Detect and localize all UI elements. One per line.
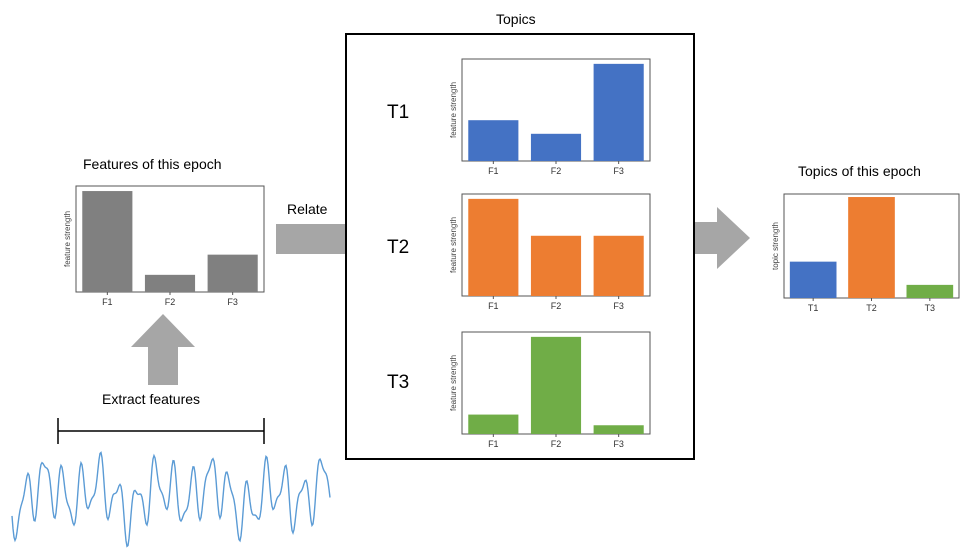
output-arrow bbox=[695, 207, 750, 269]
t2-tick-label-f3: F3 bbox=[613, 301, 624, 311]
t2-tick-label-f1: F1 bbox=[488, 301, 499, 311]
topics-tick-label-t1: T1 bbox=[808, 303, 819, 313]
topics-svg: T1 T2 T3 topic strength bbox=[771, 193, 960, 313]
topics-bar-t1 bbox=[789, 261, 837, 298]
t1-svg: F1 F2 F3 feature strength bbox=[449, 58, 651, 176]
topics-ylabel: topic strength bbox=[771, 222, 780, 270]
t3-tick-label-f3: F3 bbox=[613, 439, 624, 449]
t1-tick-label-f1: F1 bbox=[488, 166, 499, 176]
features-bar-f1 bbox=[82, 191, 133, 292]
t1-ylabel: feature strength bbox=[449, 82, 458, 138]
t3-tick-label-f1: F1 bbox=[488, 439, 499, 449]
topics-box bbox=[345, 33, 695, 460]
features-tick-label-f1: F1 bbox=[102, 297, 113, 307]
topics-chart: T1 T2 T3 topic strength bbox=[766, 190, 963, 318]
features-ylabel: feature strength bbox=[63, 211, 72, 267]
topics-bar-t2 bbox=[848, 197, 895, 298]
t2-bar-f2 bbox=[530, 235, 582, 296]
topics-tick-label-t2: T2 bbox=[866, 303, 877, 313]
t3-tick-label-f2: F2 bbox=[551, 439, 562, 449]
extract-arrow bbox=[131, 314, 195, 385]
features-title: Features of this epoch bbox=[83, 156, 222, 172]
t2-ylabel: feature strength bbox=[449, 217, 458, 273]
t1-bar-f1 bbox=[468, 120, 519, 161]
t1-bar-f3 bbox=[593, 63, 644, 161]
t3-bar-f1 bbox=[468, 414, 519, 434]
t3-ylabel: feature strength bbox=[449, 355, 458, 411]
t3-svg: F1 F2 F3 feature strength bbox=[449, 331, 651, 449]
eeg-signal bbox=[11, 451, 331, 548]
topics-epoch-title: Topics of this epoch bbox=[798, 163, 921, 179]
features-chart: F1 F2 F3 feature strength bbox=[58, 182, 268, 312]
extract-label: Extract features bbox=[102, 391, 201, 407]
t2-bar-f1 bbox=[468, 198, 519, 296]
t1-tick-label-f2: F2 bbox=[551, 166, 562, 176]
t1-bar-f2 bbox=[530, 133, 582, 161]
topics-tick-label-t3: T3 bbox=[925, 303, 936, 313]
t3-bar-f2 bbox=[530, 336, 582, 434]
t2-svg: F1 F2 F3 feature strength bbox=[449, 193, 651, 311]
t1-chart: F1 F2 F3 feature strength bbox=[444, 55, 654, 181]
t3-bar-f3 bbox=[593, 425, 644, 434]
topic-label-t2: T2 bbox=[387, 237, 410, 258]
topic-label-t1: T1 bbox=[387, 102, 410, 123]
t2-bar-f3 bbox=[593, 235, 644, 296]
t1-tick-label-f3: F3 bbox=[613, 166, 624, 176]
relate-label: Relate bbox=[287, 201, 328, 217]
relate-arrow bbox=[276, 224, 345, 254]
features-bar-f3 bbox=[207, 254, 258, 292]
features-tick-label-f2: F2 bbox=[165, 297, 176, 307]
features-tick-label-f3: F3 bbox=[227, 297, 238, 307]
features-bar-f2 bbox=[144, 274, 196, 292]
topic-label-t3: T3 bbox=[387, 372, 410, 393]
t3-chart: F1 F2 F3 feature strength bbox=[444, 328, 654, 454]
t2-tick-label-f2: F2 bbox=[551, 301, 562, 311]
t2-chart: F1 F2 F3 feature strength bbox=[444, 190, 654, 316]
features-svg: F1 F2 F3 feature strength bbox=[63, 185, 265, 307]
topics-title: Topics bbox=[496, 11, 536, 27]
topics-bar-t3 bbox=[906, 284, 954, 298]
